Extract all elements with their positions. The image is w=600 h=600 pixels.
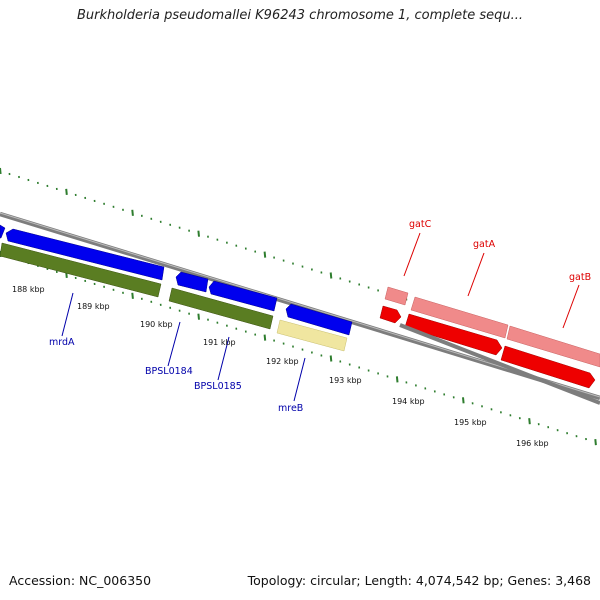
- gene-labels: mrdA BPSL0184 BPSL0185 mreB gatC gatA ga…: [12, 219, 591, 448]
- lower-track-tick: [594, 439, 597, 446]
- scale-label-190: 190 kbp: [140, 320, 173, 329]
- gene-red-2: [404, 313, 503, 356]
- gene-green-1: [0, 242, 162, 298]
- leader-gatA: [467, 252, 485, 297]
- scale-label-189: 189 kbp: [77, 302, 110, 311]
- gene-yellow-1: [276, 319, 348, 352]
- scale-label-195: 195 kbp: [454, 418, 487, 427]
- upper-track-tick: [65, 188, 68, 195]
- leader-gatB: [562, 284, 580, 329]
- leader-BPSL0184: [167, 321, 181, 367]
- accession-text: Accession: NC_006350: [9, 573, 152, 588]
- lower-track-tick: [131, 292, 134, 299]
- gene-label-gatC: gatC: [409, 219, 432, 230]
- topology-text: Topology: circular; Length: 4,074,542 bp…: [247, 573, 591, 588]
- gene-label-BPSL0185: BPSL0185: [194, 381, 242, 392]
- gene-pink-3: [506, 325, 600, 368]
- gene-features: [0, 224, 600, 389]
- lower-track-tick: [329, 355, 333, 362]
- gene-blue-2: [5, 228, 165, 281]
- gene-red-1: [379, 305, 402, 324]
- gene-pink-1: [384, 286, 409, 306]
- gene-blue-5: [285, 303, 353, 336]
- leader-gatC: [403, 232, 421, 277]
- backbone-line-highlight: [0, 212, 600, 398]
- lower-track-tick: [528, 418, 531, 425]
- lower-track-tick: [395, 376, 399, 383]
- chromosome-backbone-outer: [399, 323, 600, 405]
- lower-track-tick: [263, 334, 267, 341]
- gene-red-3: [500, 345, 596, 389]
- scale-label-193: 193 kbp: [329, 376, 362, 385]
- lower-track-tick: [462, 397, 465, 404]
- scale-label-188: 188 kbp: [12, 285, 45, 294]
- gene-blue-4: [208, 280, 278, 312]
- gene-blue-1: [0, 224, 6, 239]
- scale-label-196: 196 kbp: [516, 439, 549, 448]
- backbone-line-inner: [0, 211, 600, 401]
- gene-label-gatA: gatA: [473, 239, 496, 250]
- gene-label-mrdA: mrdA: [49, 337, 75, 348]
- upper-track-tick: [263, 251, 267, 258]
- scale-label-192: 192 kbp: [266, 357, 299, 366]
- backbone-line-outer: [399, 323, 600, 405]
- leader-mreB: [293, 357, 306, 402]
- upper-track-tick: [0, 167, 2, 175]
- scale-label-191: 191 kbp: [203, 338, 236, 347]
- leader-mrdA: [61, 292, 74, 337]
- gene-pink-2: [410, 296, 509, 339]
- lower-track-tick: [197, 313, 200, 320]
- gene-green-2: [168, 287, 274, 330]
- gene-label-mreB: mreB: [278, 403, 303, 414]
- chromosome-backbone: [0, 211, 600, 401]
- gene-label-BPSL0184: BPSL0184: [145, 366, 193, 377]
- upper-track-tick: [329, 272, 333, 279]
- gene-label-gatB: gatB: [569, 272, 591, 283]
- upper-track-tick: [197, 230, 200, 237]
- gene-blue-3: [175, 271, 209, 293]
- scale-label-194: 194 kbp: [392, 397, 425, 406]
- page-title: Burkholderia pseudomallei K96243 chromos…: [76, 8, 524, 23]
- leader-BPSL0185: [217, 336, 230, 381]
- upper-track-tick: [131, 209, 134, 216]
